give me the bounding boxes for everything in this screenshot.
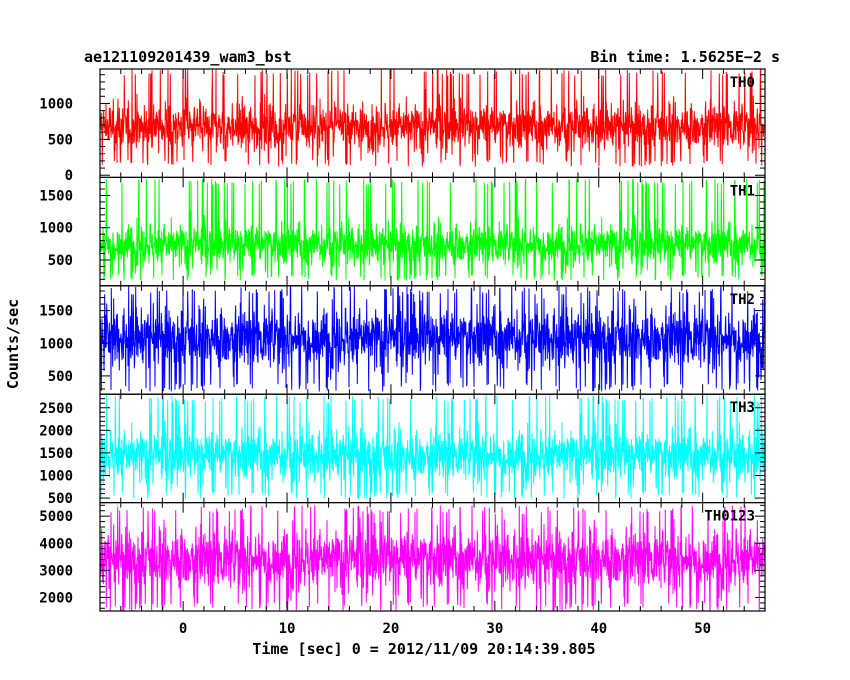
x-tick-label: 10 [279, 621, 296, 637]
x-tick-label: 30 [486, 621, 503, 637]
y-tick-label: 1000 [39, 221, 73, 237]
series-line-th1 [99, 178, 766, 281]
series-line-th0 [99, 68, 766, 167]
panel-label-th0123: TH0123 [704, 509, 755, 525]
panel-label-th2: TH2 [730, 292, 755, 308]
y-tick-label: 3000 [39, 563, 73, 579]
x-tick-label: 40 [590, 621, 607, 637]
series-line-th0123 [99, 505, 766, 611]
series-line-th2 [99, 285, 766, 392]
y-tick-label: 5000 [39, 509, 73, 525]
x-axis-label: Time [sec] 0 = 2012/11/09 20:14:39.805 [252, 640, 595, 658]
y-tick-label: 2500 [39, 401, 73, 417]
y-tick-label: 4000 [39, 536, 73, 552]
y-tick-label: 500 [48, 369, 73, 385]
chart-title: ae121109201439_wam3_bst [84, 48, 292, 66]
x-tick-label: 20 [383, 621, 400, 637]
y-tick-label: 1000 [39, 336, 73, 352]
y-tick-label: 1500 [39, 188, 73, 204]
x-tick-label: 50 [694, 621, 711, 637]
y-axis-label: Counts/sec [4, 299, 22, 389]
bin-time-label: Bin time: 1.5625E−2 s [590, 48, 780, 66]
y-tick-label: 500 [48, 491, 73, 507]
y-tick-label: 1500 [39, 304, 73, 320]
panel-label-th1: TH1 [730, 183, 755, 199]
y-tick-label: 500 [48, 132, 73, 148]
y-tick-label: 2000 [39, 423, 73, 439]
panel-label-th3: TH3 [730, 400, 755, 416]
y-tick-label: 1000 [39, 96, 73, 112]
series-line-th3 [99, 395, 766, 499]
y-tick-label: 2000 [39, 590, 73, 606]
y-tick-label: 0 [65, 168, 73, 184]
panel-label-th0: TH0 [730, 75, 755, 91]
y-tick-label: 1500 [39, 446, 73, 462]
x-tick-label: 0 [179, 621, 187, 637]
y-tick-label: 1000 [39, 469, 73, 485]
y-tick-label: 500 [48, 253, 73, 269]
